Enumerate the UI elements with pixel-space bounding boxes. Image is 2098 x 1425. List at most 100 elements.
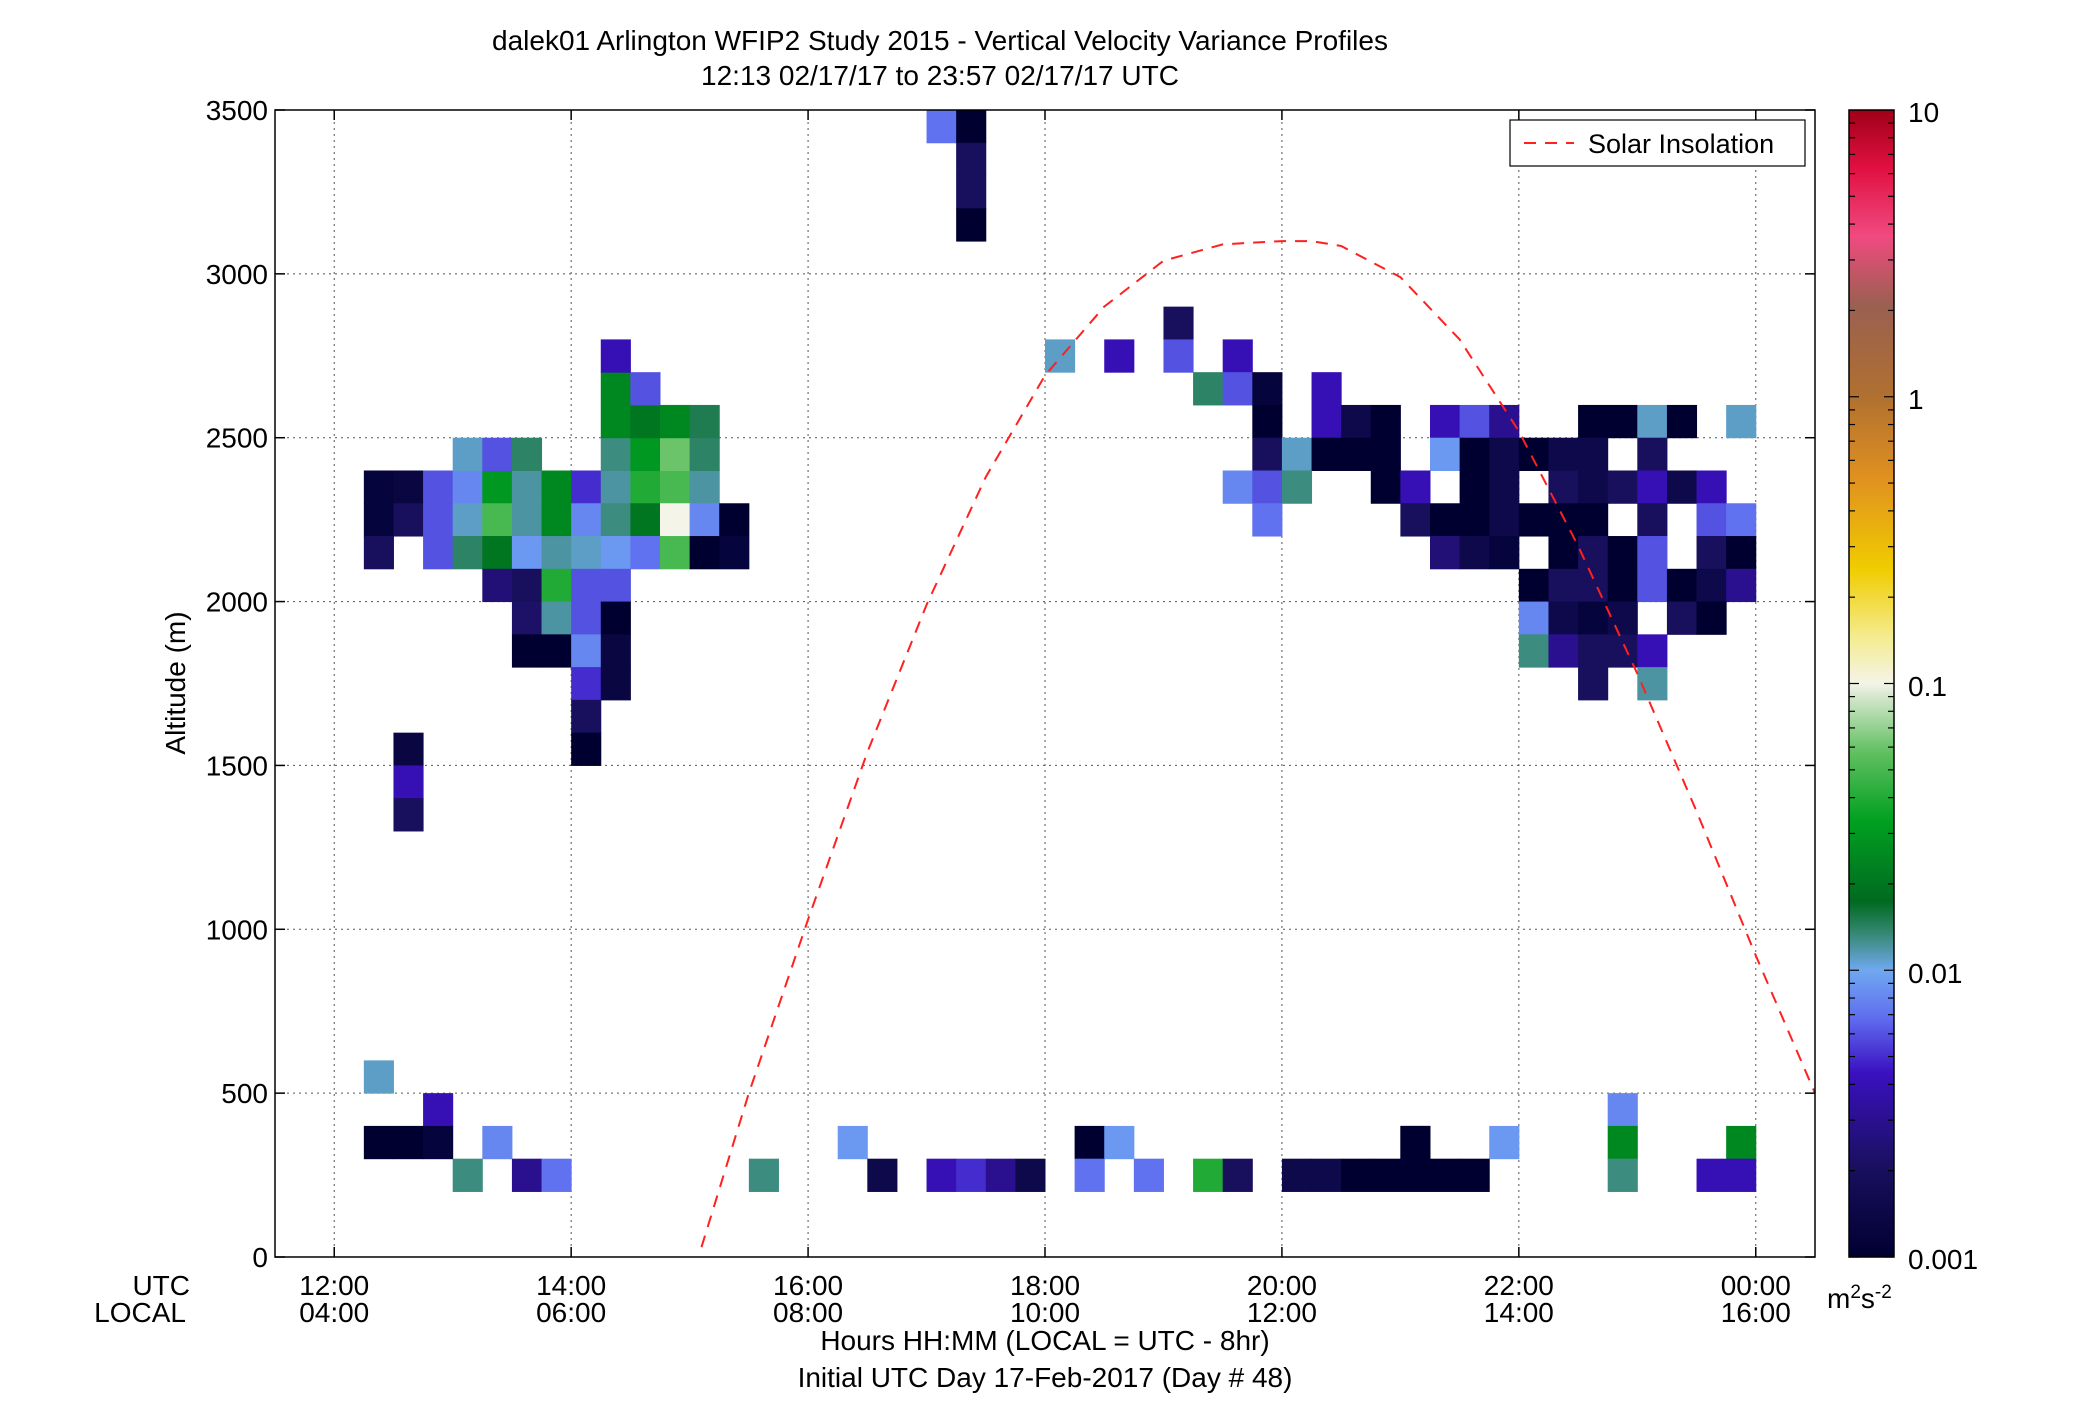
heatmap-cell-23 <box>689 503 720 537</box>
heatmap-cell-195 <box>1400 1158 1431 1192</box>
heatmap-cell-109 <box>1222 470 1253 504</box>
heatmap-cell-199 <box>1696 1158 1727 1192</box>
heatmap-cell-105 <box>1518 437 1549 471</box>
heatmap-cell-70 <box>393 798 424 832</box>
heatmap-cell-15 <box>452 503 483 537</box>
heatmap-cell-170 <box>482 1125 513 1160</box>
heatmap-cell-11 <box>689 470 720 504</box>
heatmap-cell-127 <box>1518 503 1549 537</box>
x-row-label-local: LOCAL <box>94 1297 186 1328</box>
heatmap-cell-53 <box>541 568 572 603</box>
x-tick-label-local-2: 08:00 <box>773 1297 843 1328</box>
heatmap-cell-51 <box>482 568 513 603</box>
heatmap-cell-153 <box>1607 601 1638 635</box>
x-tick-label-local-4: 12:00 <box>1247 1297 1317 1328</box>
heatmap-cell-59 <box>600 601 631 635</box>
legend: Solar Insolation <box>1509 119 1806 167</box>
heatmap-cell-193 <box>1341 1158 1372 1192</box>
heatmap-cell-123 <box>1400 503 1431 537</box>
heatmap-cell-6 <box>541 470 572 504</box>
heatmap-cell-95 <box>1666 404 1698 439</box>
heatmap-cell-150 <box>1518 601 1549 635</box>
heatmap-cell-175 <box>1489 1125 1520 1160</box>
y-tick-label-2: 1000 <box>206 914 268 945</box>
heatmap-cell-26 <box>423 536 454 570</box>
heatmap-cell-48 <box>600 372 631 406</box>
x-tick-label-utc-1: 14:00 <box>536 1270 606 1301</box>
heatmap-cell-20 <box>600 503 631 537</box>
heatmap-cell-183 <box>926 1158 957 1192</box>
heatmap-cell-106 <box>1548 437 1579 471</box>
heatmap-cell-76 <box>1045 339 1076 373</box>
y-tick-label-5: 2500 <box>206 423 268 454</box>
heatmap-cell-182 <box>867 1158 898 1192</box>
heatmap-cell-55 <box>600 568 631 603</box>
heatmap-cell-44 <box>600 404 631 439</box>
heatmap-cell-142 <box>1518 568 1549 603</box>
heatmap-cell-18 <box>541 503 572 537</box>
y-tick-label-7: 3500 <box>206 95 268 126</box>
x-tick-label-local-5: 14:00 <box>1484 1297 1554 1328</box>
heatmap-cell-143 <box>1548 568 1579 603</box>
heatmap-cell-186 <box>1015 1158 1046 1192</box>
heatmap-cell-75 <box>956 208 987 242</box>
heatmap-cell-93 <box>1607 404 1638 439</box>
heatmap-cell-107 <box>1578 437 1609 471</box>
heatmap-cell-58 <box>571 601 602 635</box>
heatmap-cell-126 <box>1489 503 1520 537</box>
heatmap-cell-43 <box>689 437 720 471</box>
heatmap-cell-5 <box>511 470 543 504</box>
heatmap-cell-71 <box>926 110 957 144</box>
heatmap-cell-97 <box>1252 437 1283 471</box>
heatmap-cell-47 <box>689 404 720 439</box>
heatmap-cell-3 <box>452 470 483 504</box>
heatmap-cell-119 <box>1637 470 1668 504</box>
heatmap-cell-88 <box>1370 404 1401 439</box>
heatmap-cell-184 <box>956 1158 987 1192</box>
heatmap-cell-191 <box>1281 1158 1313 1192</box>
heatmap-cell-132 <box>1726 503 1757 537</box>
heatmap-cell-148 <box>1696 568 1727 603</box>
legend-box <box>1509 119 1806 167</box>
x-tick-label-local-1: 06:00 <box>536 1297 606 1328</box>
heatmap-cell-63 <box>600 634 631 668</box>
heatmap-cell-14 <box>423 503 454 537</box>
heatmap-cell-74 <box>956 175 987 209</box>
heatmap-cell-49 <box>630 372 661 406</box>
heatmap-cell-2 <box>423 470 454 504</box>
heatmap-cell-151 <box>1548 601 1579 635</box>
heatmap-cell-79 <box>1163 339 1194 373</box>
heatmap-cell-64 <box>571 667 602 701</box>
heatmap-cell-99 <box>1311 437 1342 471</box>
heatmap-cell-9 <box>630 470 661 504</box>
y-tick-label-4: 2000 <box>206 587 268 618</box>
heatmap-cell-87 <box>1341 404 1372 439</box>
heatmap-cell-12 <box>363 503 394 537</box>
heatmap-cell-135 <box>1489 536 1520 570</box>
heatmap-cell-13 <box>393 503 424 537</box>
x-tick-label-utc-2: 16:00 <box>773 1270 843 1301</box>
colorbar-tick-1: 1 <box>1908 384 1924 415</box>
heatmap-cell-103 <box>1459 437 1490 471</box>
heatmap-cell-89 <box>1430 404 1461 439</box>
heatmap-cell-117 <box>1578 470 1609 504</box>
heatmap-cell-187 <box>1074 1158 1105 1192</box>
heatmap-cell-30 <box>541 536 572 570</box>
heatmap-cell-160 <box>1637 634 1668 668</box>
heatmap-cell-10 <box>660 470 691 504</box>
heatmap-cell-84 <box>1311 372 1342 406</box>
y-tick-label-0: 0 <box>252 1242 268 1273</box>
heatmap-cell-121 <box>1696 470 1727 504</box>
x-tick-label-utc-6: 00:00 <box>1721 1270 1791 1301</box>
heatmap-cell-68 <box>393 732 424 766</box>
y-axis-label: Altitude (m) <box>160 611 191 754</box>
heatmap-cell-4 <box>482 470 513 504</box>
y-tick-label-1: 500 <box>221 1078 268 1109</box>
axis-ticks: 050010001500200025003000350012:0004:0014… <box>206 95 1815 1328</box>
heatmap-cell-152 <box>1578 601 1609 635</box>
heatmap-cell-69 <box>393 765 424 799</box>
heatmap-cell-147 <box>1666 568 1698 603</box>
heatmap-cell-110 <box>1252 470 1283 504</box>
heatmap-cell-128 <box>1548 503 1579 537</box>
heatmap-cell-197 <box>1459 1158 1490 1192</box>
